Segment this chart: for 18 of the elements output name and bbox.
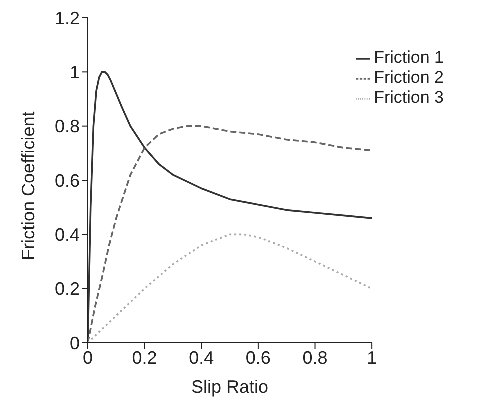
y-tick-label: 0 xyxy=(70,333,80,354)
y-tick-label: 1 xyxy=(70,62,80,83)
legend-label: Friction 3 xyxy=(374,88,444,107)
y-tick-label: 1.2 xyxy=(54,8,80,28)
legend-label: Friction 1 xyxy=(374,48,444,67)
y-tick-label: 0.6 xyxy=(54,170,80,191)
x-tick-label: 1 xyxy=(367,348,378,368)
x-tick-label: 0.4 xyxy=(189,348,214,368)
x-tick-label: 0.6 xyxy=(246,348,271,368)
legend-label: Friction 2 xyxy=(374,68,444,87)
x-axis-title: Slip Ratio xyxy=(192,377,269,397)
x-tick-label: 0.8 xyxy=(302,348,328,368)
x-tick-label: 0 xyxy=(82,348,94,368)
y-tick-label: 0.2 xyxy=(54,279,80,300)
y-tick-label: 0.4 xyxy=(54,225,80,246)
y-axis-title: Friction Coefficient xyxy=(18,112,38,260)
x-tick-label: 0.2 xyxy=(132,348,158,368)
y-tick-label: 0.8 xyxy=(54,116,80,137)
